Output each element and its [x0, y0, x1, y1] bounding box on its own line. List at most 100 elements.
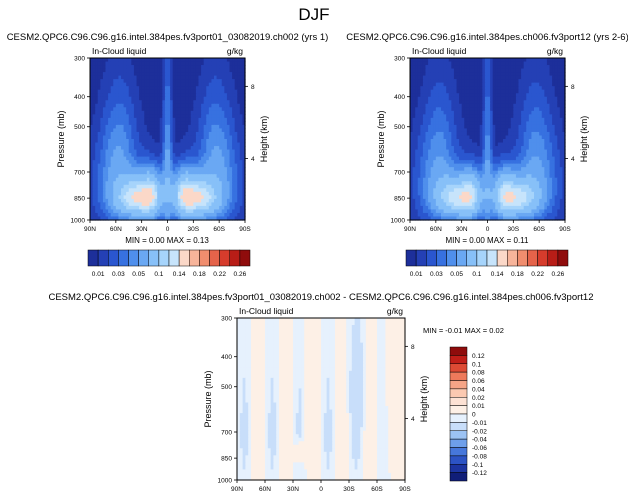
- heatmap-cell: [461, 114, 465, 119]
- heatmap-cell: [159, 107, 163, 112]
- heatmap-cell: [484, 96, 489, 101]
- heatmap-cell: [203, 107, 207, 112]
- heatmap-cell: [185, 61, 189, 66]
- heatmap-cell: [157, 209, 161, 214]
- heatmap-cell: [487, 61, 491, 66]
- heatmap-cell: [510, 61, 514, 66]
- heatmap-cell: [410, 114, 414, 119]
- heatmap-cell: [544, 114, 548, 119]
- heatmap-cell: [492, 114, 496, 119]
- heatmap-cell: [110, 167, 114, 172]
- heatmap-cell: [100, 202, 104, 207]
- heatmap-cell: [513, 167, 517, 172]
- heatmap-cell: [175, 65, 179, 70]
- heatmap-cell: [128, 188, 132, 193]
- heatmap-cell: [536, 58, 540, 63]
- heatmap-cell: [441, 146, 445, 151]
- heatmap-cell: [121, 163, 125, 168]
- heatmap-cell: [552, 96, 556, 101]
- heatmap-cell: [175, 58, 179, 63]
- heatmap-cell: [459, 128, 463, 133]
- heatmap-cell: [552, 75, 556, 80]
- heatmap-cell: [410, 181, 414, 186]
- heatmap-cell: [141, 198, 145, 203]
- heatmap-cell: [190, 100, 194, 105]
- heatmap-cell: [211, 58, 215, 63]
- heatmap-cell: [164, 114, 169, 119]
- heatmap-cell: [180, 188, 184, 193]
- heatmap-cell: [531, 110, 535, 115]
- heatmap-cell: [146, 110, 151, 115]
- heatmap-cell: [534, 131, 538, 137]
- heatmap-cell: [446, 72, 450, 77]
- heatmap-cell: [144, 103, 148, 108]
- heatmap-cell: [226, 184, 231, 189]
- heatmap-cell: [559, 121, 564, 126]
- heatmap-cell: [443, 181, 447, 186]
- heatmap-cell: [149, 58, 153, 63]
- heatmap-cell: [435, 79, 440, 84]
- heatmap-cell: [466, 82, 471, 87]
- heatmap-cell: [154, 195, 158, 200]
- heatmap-cell: [531, 135, 535, 140]
- heatmap-cell: [469, 153, 473, 158]
- heatmap-cell: [188, 205, 192, 211]
- heatmap-cell: [510, 181, 514, 186]
- heatmap-cell: [126, 86, 130, 91]
- heatmap-cell: [484, 103, 489, 108]
- heatmap-cell: [521, 107, 525, 112]
- heatmap-cell: [420, 153, 424, 158]
- heatmap-cell: [459, 58, 463, 63]
- heatmap-cell: [453, 93, 458, 98]
- heatmap-cell: [201, 160, 205, 165]
- heatmap-cell: [229, 72, 233, 77]
- heatmap-cell: [451, 93, 455, 98]
- heatmap-cell: [190, 75, 194, 80]
- heatmap-cell: [144, 146, 148, 151]
- heatmap-cell: [206, 170, 210, 175]
- heatmap-cell: [515, 131, 520, 137]
- heatmap-cell: [108, 188, 112, 193]
- heatmap-cell: [214, 65, 218, 70]
- heatmap-cell: [100, 188, 104, 193]
- heatmap-cell: [441, 174, 445, 179]
- heatmap-cell: [484, 110, 489, 115]
- heatmap-cell: [188, 93, 192, 98]
- heatmap-cell: [154, 68, 158, 73]
- heatmap-cell: [469, 181, 473, 186]
- heatmap-cell: [557, 93, 561, 98]
- heatmap-cell: [495, 170, 499, 175]
- heatmap-cell: [136, 58, 140, 63]
- heatmap-cell: [219, 202, 223, 207]
- heatmap-cell: [456, 177, 460, 182]
- heatmap-cell: [518, 58, 522, 63]
- heatmap-cell: [146, 65, 151, 70]
- heatmap-cell: [500, 167, 504, 172]
- heatmap-cell: [412, 142, 416, 147]
- heatmap-cell: [214, 146, 218, 151]
- heatmap-cell: [443, 96, 447, 101]
- heatmap-cell: [417, 86, 421, 91]
- heatmap-cell: [482, 160, 486, 165]
- heatmap-cell: [474, 163, 478, 168]
- heatmap-cell: [216, 100, 220, 105]
- heatmap-cell: [515, 114, 520, 119]
- heatmap-cell: [229, 209, 233, 214]
- heatmap-cell: [446, 79, 450, 84]
- heatmap-cell: [110, 160, 114, 165]
- heatmap-cell: [472, 146, 476, 151]
- heatmap-cell: [495, 68, 499, 73]
- heatmap-cell: [242, 72, 246, 77]
- heatmap-cell: [118, 146, 122, 151]
- heatmap-cell: [172, 75, 176, 80]
- heatmap-cell: [456, 96, 460, 101]
- heatmap-cell: [157, 96, 161, 101]
- heatmap-cell: [428, 89, 432, 94]
- heatmap-cell: [206, 142, 210, 147]
- heatmap-cell: [557, 121, 561, 126]
- heatmap-cell: [195, 121, 200, 126]
- heatmap-cell: [211, 174, 215, 179]
- heatmap-cell: [239, 82, 244, 87]
- heatmap-cell: [441, 103, 445, 108]
- heatmap-cell: [144, 93, 148, 98]
